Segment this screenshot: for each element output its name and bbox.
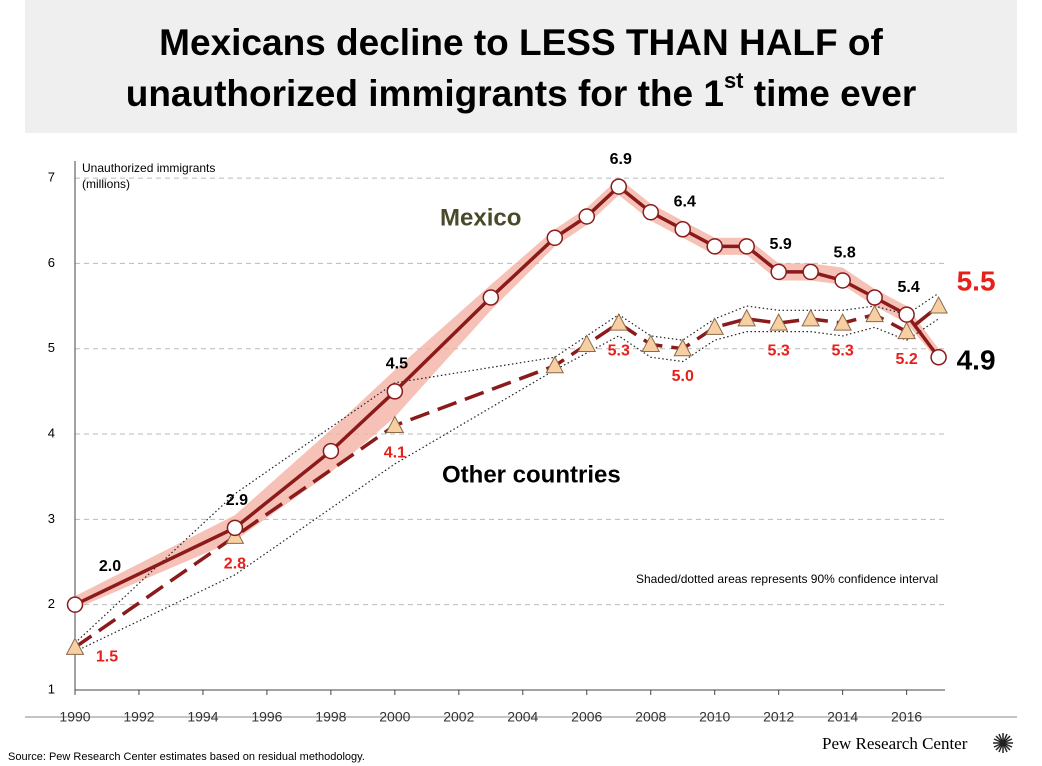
y-tick-label: 2: [48, 596, 55, 611]
point: [545, 355, 565, 374]
point: [930, 348, 947, 366]
y-tick-label: 6: [48, 255, 55, 270]
end-label: 5.5: [957, 265, 996, 296]
point: [738, 238, 755, 255]
point: [834, 272, 851, 289]
point: [577, 334, 597, 352]
data-label: 2.9: [226, 492, 248, 509]
y-axis-label: (millions): [82, 177, 130, 191]
point: [578, 208, 596, 225]
data-label: 2.8: [224, 556, 246, 573]
point: [322, 442, 340, 460]
point: [66, 596, 84, 613]
x-tick-label: 2016: [891, 709, 922, 725]
point: [833, 313, 852, 331]
x-tick-label: 2012: [763, 709, 794, 725]
point: [897, 321, 916, 340]
data-label: 5.3: [608, 342, 630, 359]
point: [770, 263, 787, 281]
point: [673, 338, 693, 357]
confidence-band: [75, 178, 939, 609]
point: [610, 178, 627, 195]
data-label: 4.5: [386, 356, 408, 373]
point: [65, 637, 85, 655]
title-box: [25, 0, 1017, 133]
data-label: 5.9: [770, 236, 792, 253]
confidence-bound: [74, 292, 939, 644]
source: Source: Pew Research Center estimates ba…: [8, 751, 365, 763]
point: [929, 295, 948, 314]
point: [866, 289, 883, 306]
point: [769, 313, 789, 331]
point: [226, 519, 244, 537]
point: [898, 306, 915, 323]
data-label: 5.2: [895, 351, 917, 368]
end-label: 4.9: [957, 345, 996, 376]
title-part: unauthorized immigrants for the 1: [126, 73, 724, 114]
x-tick-label: 1990: [59, 709, 90, 725]
y-tick-label: 1: [48, 681, 55, 696]
data-label: 6.4: [674, 193, 696, 210]
point: [865, 304, 884, 323]
annotation: Other countries: [442, 461, 621, 488]
point: [385, 415, 405, 433]
x-tick-label: 2000: [379, 709, 410, 725]
data-label: 5.4: [897, 279, 919, 296]
y-tick-label: 4: [48, 425, 55, 440]
point: [802, 263, 819, 281]
point: [641, 334, 661, 352]
x-tick-label: 1994: [187, 709, 218, 725]
data-label: 5.8: [834, 245, 856, 262]
y-tick-label: 3: [48, 511, 55, 526]
point: [546, 229, 564, 247]
data-label: 6.9: [610, 151, 632, 168]
title-sup: st: [724, 68, 744, 93]
data-label: 5.3: [768, 342, 790, 359]
point: [482, 289, 500, 306]
data-label: 1.5: [96, 649, 118, 666]
annotation: Mexico: [440, 204, 521, 231]
data-label: 4.1: [384, 445, 406, 462]
series-line: [74, 304, 940, 649]
point: [705, 317, 725, 335]
data-label: 5.0: [672, 368, 694, 385]
series-line: [74, 184, 941, 607]
point: [737, 308, 757, 327]
x-tick-label: 1996: [251, 709, 282, 725]
point: [609, 313, 629, 331]
x-tick-label: 2002: [443, 709, 474, 725]
data-label: 5.3: [832, 342, 854, 359]
point: [801, 308, 820, 327]
y-tick-label: 5: [48, 340, 55, 355]
brand-logo: [993, 733, 1013, 753]
x-tick-label: 2004: [507, 709, 538, 725]
point: [674, 221, 691, 238]
x-tick-label: 1992: [123, 709, 154, 725]
point: [386, 383, 404, 400]
title-part: time ever: [744, 73, 917, 114]
x-tick-label: 2010: [699, 709, 730, 725]
data-label: 2.0: [99, 558, 121, 575]
x-tick-label: 1998: [315, 709, 346, 725]
y-axis-label: Unauthorized immigrants: [82, 161, 215, 175]
confidence-bound: [74, 318, 939, 653]
x-tick-label: 2008: [635, 709, 666, 725]
note: Shaded/dotted areas represents 90% confi…: [636, 572, 938, 586]
point: [642, 203, 659, 221]
x-tick-label: 2014: [827, 709, 858, 725]
chart-title: unauthorized immigrants for the 1st time…: [126, 68, 917, 114]
x-tick-label: 2006: [571, 709, 602, 725]
chart-title: Mexicans decline to LESS THAN HALF of: [159, 22, 883, 63]
brand: Pew Research Center: [822, 734, 968, 753]
y-tick-label: 7: [48, 170, 55, 185]
point: [706, 238, 723, 255]
